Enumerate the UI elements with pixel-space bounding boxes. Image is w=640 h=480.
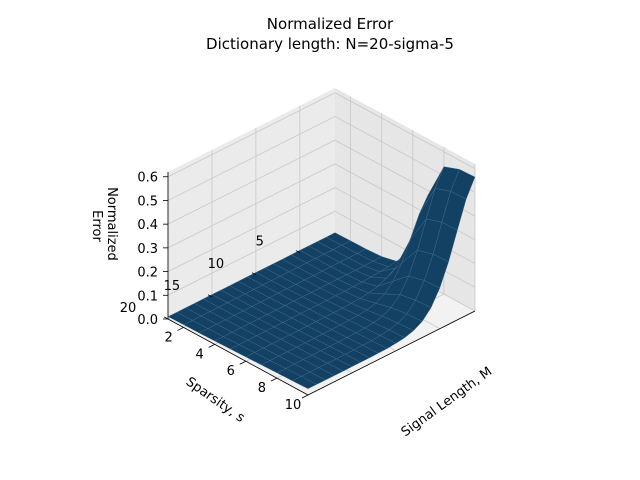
x-tick-label: 6: [227, 364, 235, 379]
x-tick: [177, 327, 184, 331]
y-tick: [295, 250, 301, 254]
z-tick-label: 0.3: [137, 242, 158, 257]
grid-line-z: [167, 210, 336, 296]
x-tick: [270, 377, 278, 382]
y-tick-label: 10: [208, 257, 225, 272]
x-tick: [301, 394, 309, 399]
y-tick: [207, 294, 213, 298]
x-axis-line: [167, 318, 309, 396]
grid-line-z: [167, 116, 336, 201]
z-tick-label: 0.5: [137, 195, 158, 210]
z-tick-label: 0.0: [137, 313, 158, 328]
z-tick-label: 0.2: [137, 266, 158, 281]
y-axis-label: Sparsity, s: [183, 374, 248, 425]
surface-plot: [167, 166, 476, 390]
z-tick-label: 0.4: [137, 218, 158, 233]
y-tick-label: 20: [120, 301, 137, 316]
x-tick: [208, 343, 215, 348]
z-tick-label: 0.6: [137, 171, 158, 186]
x-tick-label: 8: [258, 381, 266, 396]
x-tick: [239, 360, 246, 365]
grid-line-z: [167, 163, 336, 249]
chart-title: Normalized Error: [267, 15, 394, 33]
y-axis-line: [307, 310, 476, 396]
x-tick-label: 10: [285, 398, 302, 413]
axes-ticks: 2 4 6 8 10 5 10 15 200.0 0.1 0.2 0.3 0.4 0.5 0.6: [120, 171, 309, 413]
surface-face: [291, 376, 318, 390]
y-tick-label: 5: [256, 235, 264, 250]
x-tick-label: 4: [196, 347, 204, 362]
z-tick-label: 0.1: [137, 289, 158, 304]
x-tick-label: 2: [164, 330, 172, 345]
grid-line-z: [167, 187, 336, 272]
y-tick: [251, 272, 257, 276]
back-left-pane: [168, 88, 335, 319]
grid-line-z: [334, 92, 476, 170]
x-axis-label: Signal Length, M: [399, 364, 496, 440]
grid-line-z: [167, 92, 336, 178]
chart-subtitle: Dictionary length: N=20-sigma-5: [206, 35, 454, 53]
y-tick-label: 15: [164, 279, 181, 294]
grid-line-z: [167, 139, 336, 225]
z-axis-label: Normalized Error: [89, 187, 119, 265]
axes-lines: [167, 172, 476, 396]
